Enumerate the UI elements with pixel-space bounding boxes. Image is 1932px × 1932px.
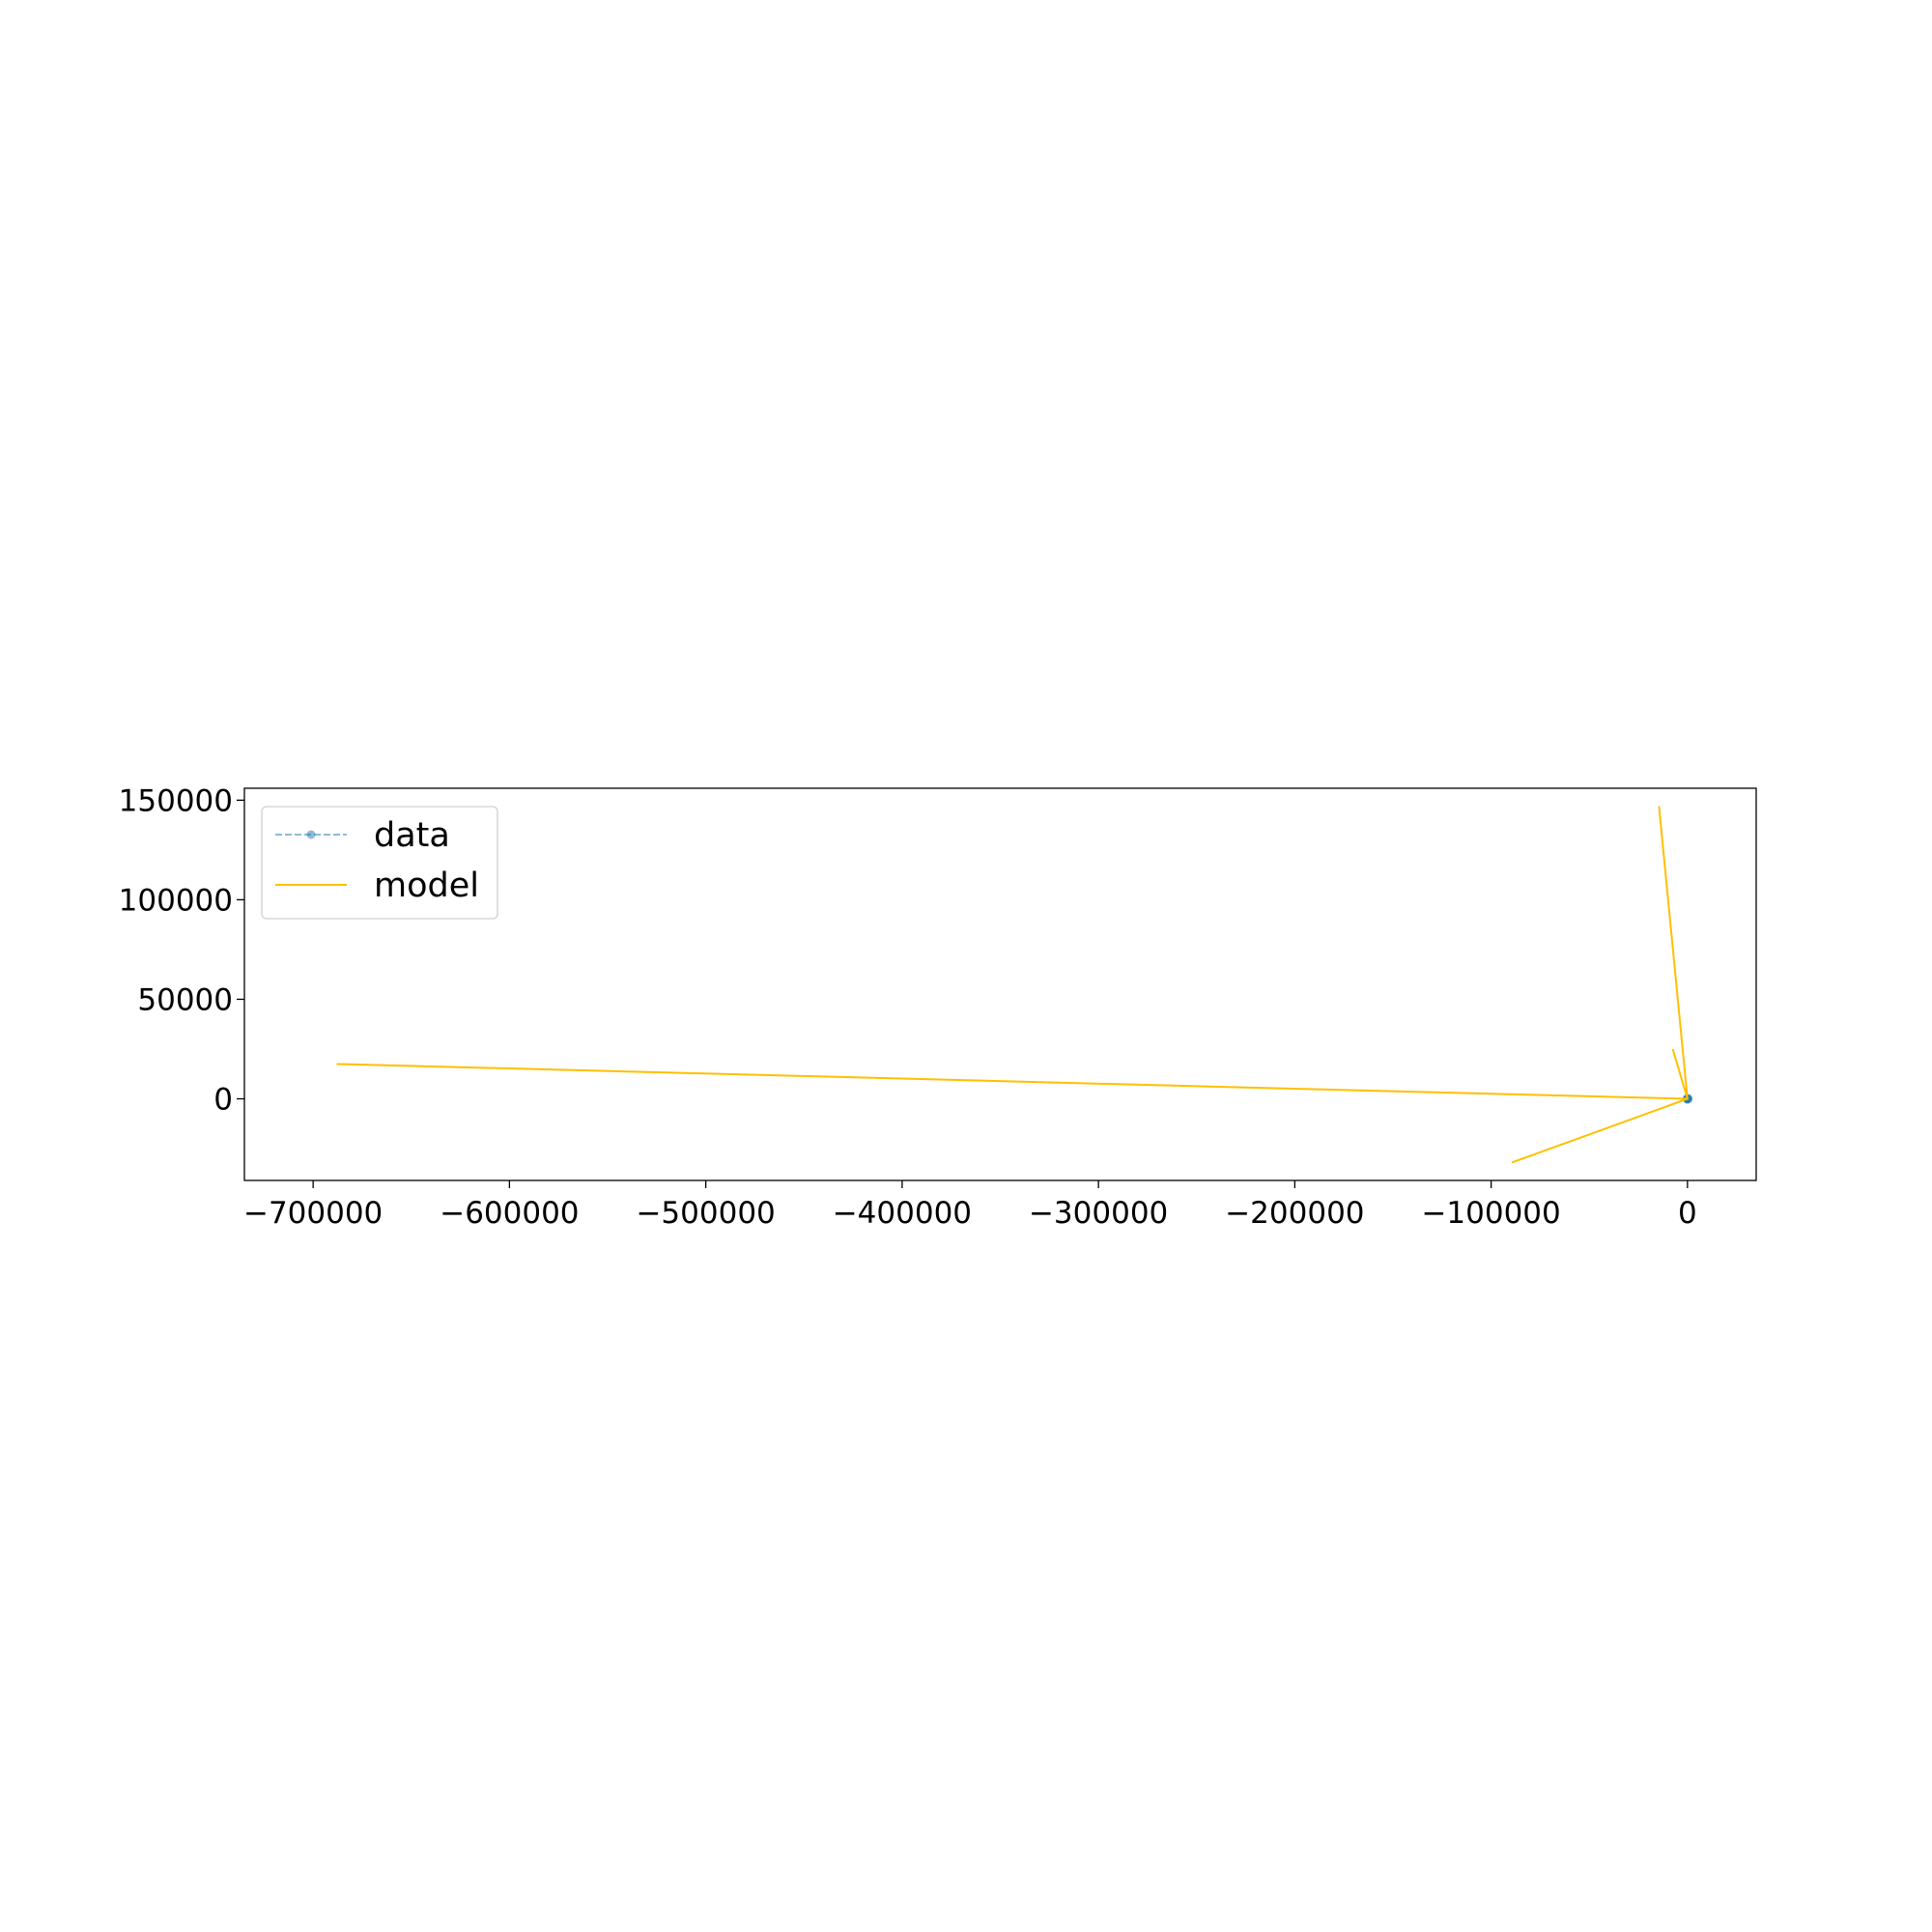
legend-label-data: data [374, 816, 450, 855]
x-tick-label: −200000 [1225, 1196, 1364, 1231]
x-tick-label: 0 [1678, 1196, 1697, 1231]
y-tick-label: 50000 [137, 982, 233, 1017]
x-tick-label: −600000 [440, 1196, 579, 1231]
y-tick-label: 100000 [119, 883, 233, 918]
y-tick-label: 0 [213, 1083, 233, 1118]
legend-data-swatch-marker [306, 830, 316, 839]
x-axis: −700000 −600000 −500000 −400000 −300000 −2000… [243, 1180, 1697, 1231]
x-tick-label: −400000 [833, 1196, 972, 1231]
plot-area [336, 806, 1693, 1164]
x-tick-label: −500000 [636, 1196, 775, 1231]
x-tick-label: −700000 [243, 1196, 383, 1231]
legend-label-model: model [374, 867, 479, 905]
y-tick-label: 150000 [119, 783, 233, 818]
x-tick-label: −300000 [1029, 1196, 1168, 1231]
series-model-line [336, 806, 1690, 1164]
y-axis: 0 50000 100000 150000 [119, 783, 244, 1118]
x-tick-label: −100000 [1421, 1196, 1560, 1231]
axes-frame [243, 787, 1757, 1181]
legend: data model [261, 806, 498, 920]
